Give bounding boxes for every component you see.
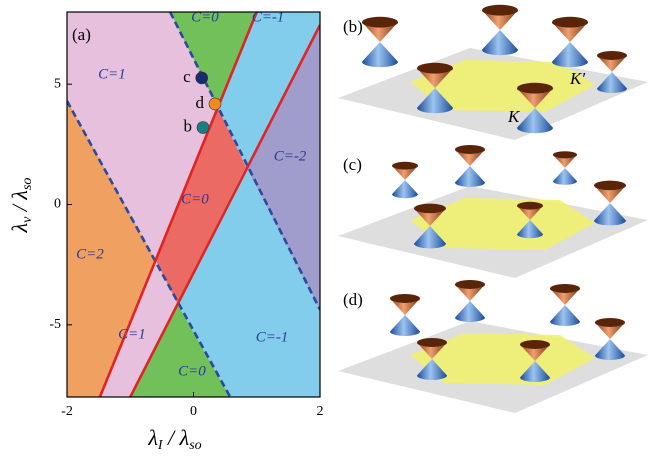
cone-rim [550,284,580,293]
cone-rim [594,181,626,191]
panel-label: (c) [343,155,362,174]
valley-label: K′ [569,69,585,88]
x-label-part: λ [147,425,158,450]
cone-rim [417,63,453,74]
point-label: c [183,67,191,86]
x-label-part: so [189,438,201,453]
point [209,98,221,110]
cone-rim [417,338,447,347]
region-label: C=0 [181,191,209,207]
x-tick-label: -2 [61,404,73,419]
cone-lower [553,168,577,185]
cone-lower [552,42,588,67]
y-tick-label: -5 [49,317,61,332]
cone-lower [362,42,398,67]
y-tick-label: 5 [54,76,61,91]
panel-label: (b) [343,17,363,36]
y-label-part: λ [7,190,32,201]
band-panel: (b) K K′ [338,5,648,140]
region-label: C=1 [118,326,146,342]
cone-rim [553,151,577,158]
y-label-part: so [20,178,35,190]
figure: C=2C=1C=0C=-1C=-2C=0C=1C=0C=-1-202-505cd… [0,0,651,458]
cone-lower [392,180,418,198]
x-label-part: λ [179,425,190,450]
x-axis-label: λI / λso [147,425,201,453]
region-label: C=-1 [256,329,289,345]
region-label: C=0 [178,363,206,379]
panel-label: (a) [72,25,91,44]
band-panel: (d) [338,280,648,413]
cone-lower [482,30,518,55]
point-label: d [196,93,205,112]
cone-rim [552,17,588,28]
page: C=2C=1C=0C=-1C=-2C=0C=1C=0C=-1-202-505cd… [0,0,651,458]
panel-label: (d) [343,290,363,309]
cone-lower [390,315,420,336]
cone-lower [455,301,485,322]
region-label: C=2 [76,246,104,262]
cone-rim [482,5,518,16]
cone-rim [455,280,485,289]
valley-label: K [507,107,521,126]
y-tick-label: 0 [54,197,61,212]
cone-rim [520,340,550,349]
point [197,122,209,134]
point-label: b [183,116,192,135]
point [196,72,208,84]
y-axis-label: λv / λso [7,178,35,234]
band-panel: (c) [338,145,648,278]
y-label-part: / [7,200,32,217]
cone-rim [455,145,485,154]
cone-lower [455,166,485,187]
cone-rim [517,83,553,94]
cone-lower [550,305,580,326]
band-panels: (b) K K′ (c) (d) [338,5,648,413]
cone-rim [390,294,420,303]
region-label: C=-2 [274,148,307,164]
cone-rim [414,204,446,214]
y-label-part: λ [7,223,32,234]
region-label: C=1 [98,66,126,82]
x-tick-label: 0 [190,404,197,419]
cone-rim [595,318,625,327]
cone-rim [362,17,398,28]
cone-rim [392,162,418,170]
x-label-part: / [163,425,180,450]
cone-rim [517,202,543,210]
cone-rim [597,51,627,60]
x-tick-label: 2 [317,404,324,419]
